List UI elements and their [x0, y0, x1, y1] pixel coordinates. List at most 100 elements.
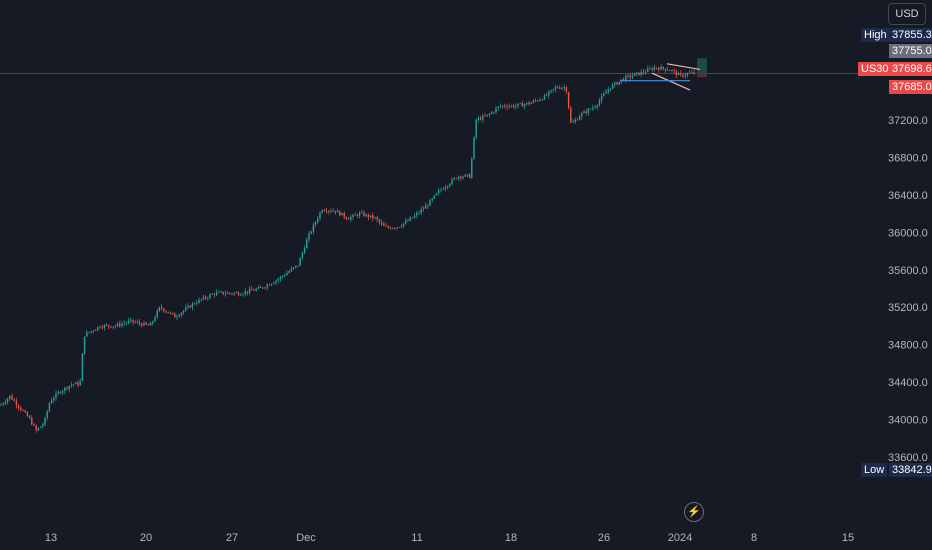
candle-body — [594, 107, 596, 109]
candle-body — [477, 118, 480, 120]
price-axis: 33600.0 34000.0 34400.0 34800.0 35200.0 35600… — [888, 115, 928, 464]
candle-body — [484, 115, 486, 117]
candle-body — [440, 189, 442, 191]
candle-body — [136, 322, 139, 323]
candle-body — [486, 114, 488, 116]
price-tick-label: 36800.0 — [888, 152, 928, 164]
candle-body — [81, 353, 84, 381]
candle-body — [200, 299, 202, 301]
drawing-lines — [620, 63, 701, 91]
candle-body — [396, 227, 398, 229]
price-tick-label: 34000.0 — [888, 415, 928, 427]
candle-body — [154, 317, 156, 322]
candle-body — [407, 220, 409, 222]
price-tick-label: 34800.0 — [888, 340, 928, 352]
time-tick-label: 27 — [226, 532, 238, 544]
candle-body — [673, 70, 675, 72]
candle-body — [213, 294, 216, 295]
last-price: 37698.6 — [889, 62, 932, 76]
candle-body — [515, 105, 517, 108]
candle-body — [145, 322, 147, 325]
candle-body — [31, 418, 33, 425]
candle-body — [347, 218, 350, 220]
candle-body — [189, 305, 191, 308]
candle-body — [556, 87, 559, 88]
candle-body — [114, 326, 117, 327]
candle-body — [356, 214, 359, 217]
candle-body — [435, 193, 438, 196]
candle-body — [266, 284, 268, 288]
candle-body — [655, 67, 658, 69]
candle-body — [28, 416, 31, 419]
candle-body — [642, 71, 645, 73]
candle-body — [112, 326, 114, 328]
candle-body — [517, 103, 519, 106]
candle-body — [207, 297, 209, 299]
candle-body — [600, 96, 603, 101]
candle-body — [169, 312, 172, 314]
time-tick-label: 18 — [505, 532, 517, 544]
candle-body — [567, 92, 570, 108]
candle-body — [237, 292, 240, 296]
candle-body — [391, 228, 394, 229]
candle-body — [592, 107, 594, 109]
candle-body — [589, 108, 592, 110]
time-tick-label: 8 — [751, 532, 757, 544]
candle-body — [497, 106, 499, 109]
time-tick-label: 26 — [598, 532, 610, 544]
candle-body — [17, 405, 20, 408]
candle-body — [295, 265, 297, 268]
candle-body — [479, 118, 482, 120]
candle-body — [506, 106, 508, 108]
candle-body — [446, 186, 449, 188]
candle-body — [286, 272, 288, 276]
candle-body — [13, 399, 15, 401]
candle-body — [132, 319, 134, 323]
candle-body — [677, 73, 680, 76]
price-tick-label: 34400.0 — [888, 377, 928, 389]
candle-body — [402, 223, 405, 227]
candle-body — [310, 231, 312, 234]
lightning-icon[interactable]: ⚡ — [684, 502, 704, 522]
candle-body — [490, 112, 493, 114]
candle-body — [77, 382, 79, 386]
price-tick-label: 35600.0 — [888, 265, 928, 277]
candle-body — [44, 417, 46, 425]
candle-body — [629, 75, 631, 78]
candle-body — [209, 294, 211, 298]
candle-body — [97, 326, 99, 330]
candle-body — [198, 299, 200, 303]
candle-body — [565, 87, 568, 93]
candle-body — [224, 293, 227, 295]
candle-body — [420, 209, 422, 213]
candle-body — [444, 187, 447, 190]
price-tick-label: 37200.0 — [888, 115, 928, 127]
candle-body — [636, 72, 638, 74]
candle-body — [125, 322, 128, 324]
candle-body — [627, 75, 629, 77]
candle-body — [684, 75, 686, 77]
candle-body — [86, 332, 88, 337]
currency-selector[interactable]: USD — [888, 3, 926, 25]
candle-body — [649, 68, 651, 70]
candle-body — [508, 106, 510, 108]
candle-body — [605, 92, 607, 94]
candle-body — [152, 321, 154, 324]
candle-body — [598, 100, 601, 106]
candle-body — [510, 105, 513, 107]
candle-body — [504, 105, 506, 107]
projection-box — [697, 73, 707, 78]
candle-body — [138, 322, 141, 324]
candle-body — [554, 87, 557, 89]
candle-body — [660, 66, 662, 70]
candle-body — [191, 303, 194, 308]
candle-body — [215, 292, 218, 295]
candle-body — [552, 88, 554, 90]
candle-body — [398, 227, 400, 229]
candle-body — [532, 100, 535, 103]
candle-body — [405, 220, 407, 224]
candle-body — [521, 103, 524, 107]
candle-body — [211, 294, 213, 295]
candle-body — [233, 292, 235, 294]
